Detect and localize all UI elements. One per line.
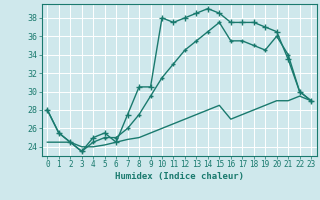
X-axis label: Humidex (Indice chaleur): Humidex (Indice chaleur)	[115, 172, 244, 181]
